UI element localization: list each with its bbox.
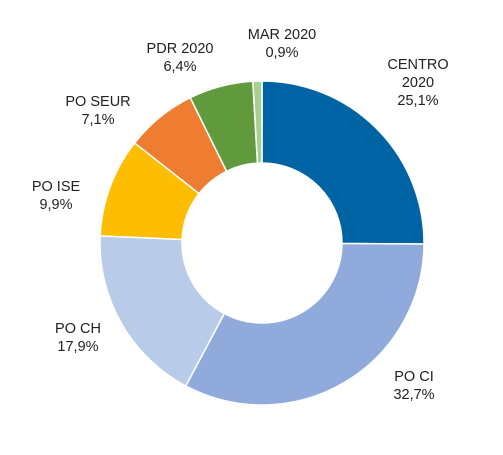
label-name-line: PDR 2020 bbox=[146, 41, 214, 57]
slice-po-ch bbox=[99, 235, 226, 387]
label-name-line: CENTRO bbox=[387, 57, 449, 73]
label-po-ch: PO CH 17,9% bbox=[55, 320, 101, 356]
label-name-line: 2020 bbox=[401, 75, 435, 91]
slice-centro-2020 bbox=[261, 80, 425, 245]
label-po-ci: PO CI 32,7% bbox=[393, 368, 434, 404]
label-name-line: PO ISE bbox=[31, 179, 81, 195]
label-value: 32,7% bbox=[393, 387, 435, 403]
label-value: 9,9% bbox=[39, 197, 73, 213]
label-value: 6,4% bbox=[163, 59, 197, 75]
label-po-seur: PO SEUR 7,1% bbox=[65, 93, 130, 129]
label-value: 0,9% bbox=[265, 45, 299, 61]
slice-po-ci bbox=[184, 242, 425, 406]
label-po-ise: PO ISE 9,9% bbox=[32, 178, 80, 214]
label-value: 7,1% bbox=[81, 112, 115, 128]
slice-mar-2020 bbox=[252, 80, 263, 164]
label-value: 17,9% bbox=[57, 339, 99, 355]
label-name-line: PO CI bbox=[394, 369, 434, 385]
label-centro-2020: CENTRO 2020 25,1% bbox=[387, 56, 448, 110]
label-name-line: PO CH bbox=[55, 321, 101, 337]
label-mar-2020: MAR 2020 0,9% bbox=[248, 26, 317, 62]
label-value: 25,1% bbox=[397, 93, 439, 109]
label-name-line: MAR 2020 bbox=[247, 27, 317, 43]
label-pdr-2020: PDR 2020 6,4% bbox=[147, 40, 214, 76]
label-name-line: PO SEUR bbox=[65, 94, 131, 110]
